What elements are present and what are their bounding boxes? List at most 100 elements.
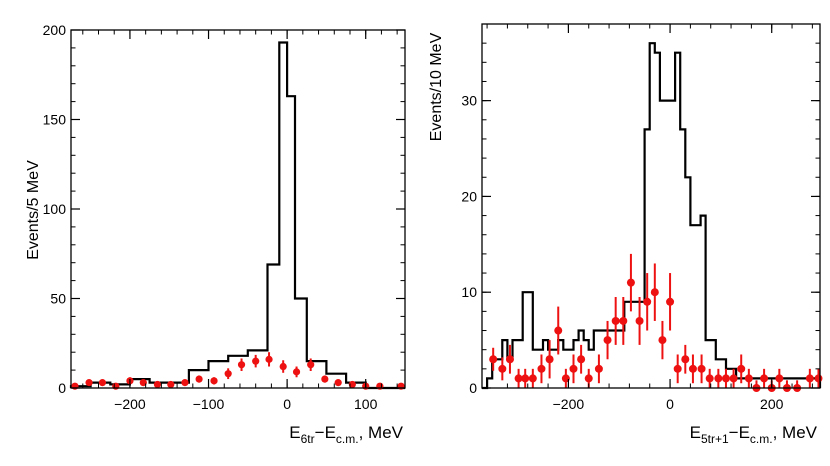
right-histogram-bin (716, 359, 726, 388)
right-data-point (545, 340, 554, 379)
right-data-point (752, 380, 761, 392)
left-data-point (98, 379, 107, 387)
right-data-point (650, 263, 659, 321)
left-data-point (210, 377, 218, 385)
right-data-point (744, 368, 753, 388)
right-data-point (643, 273, 652, 331)
right-data-marker (569, 364, 578, 373)
left-data-marker (181, 379, 189, 387)
right-data-marker (760, 374, 769, 383)
right-data-marker (514, 374, 523, 383)
left-data-point (195, 375, 203, 383)
left-x-axis-label: E6tr−Ec.m., MeV (289, 423, 403, 446)
right-data-marker (554, 326, 563, 335)
right-data-points (489, 253, 823, 392)
right-data-point (635, 297, 644, 345)
left-y-tick-label: 200 (43, 22, 67, 38)
right-data-marker (697, 364, 706, 373)
right-data-point (528, 368, 537, 388)
right-data-point (514, 368, 523, 388)
right-axis-ticks: −200 0 200 0 10 20 30 (461, 23, 820, 412)
right-data-marker (643, 297, 652, 306)
left-axis-ticks: −200 −100 0 100 0 50 100 150 200 (43, 22, 405, 412)
right-data-point (594, 354, 603, 384)
left-data-marker (376, 382, 384, 390)
left-histogram-bin (287, 96, 295, 388)
right-data-marker (619, 316, 628, 325)
right-data-point (489, 347, 498, 371)
left-x-tick-label: −200 (114, 396, 146, 412)
right-data-marker (688, 364, 697, 373)
left-y-tick-label: 150 (43, 112, 67, 128)
right-data-point (619, 297, 628, 345)
left-data-point (292, 366, 301, 378)
right-data-marker (537, 364, 546, 373)
left-data-marker (167, 380, 175, 389)
left-simulation-histogram (69, 41, 405, 390)
left-data-marker (252, 357, 260, 365)
right-data-point (760, 368, 769, 388)
left-data-point (71, 382, 79, 390)
right-data-marker (594, 364, 603, 373)
right-data-point (505, 344, 514, 374)
right-data-point (814, 368, 823, 388)
left-data-point (224, 368, 232, 380)
right-data-point (666, 273, 675, 331)
left-data-marker (397, 382, 405, 390)
left-data-marker (224, 370, 232, 378)
left-data-point (348, 380, 356, 389)
right-data-marker (658, 336, 667, 345)
right-data-point (603, 320, 612, 360)
right-data-marker (814, 374, 823, 383)
left-data-marker (292, 368, 301, 376)
right-data-point (577, 344, 586, 374)
right-plot-frame (481, 23, 821, 389)
left-y-tick-label: 100 (43, 201, 67, 217)
left-x-tick-label: 100 (354, 396, 378, 412)
right-data-marker (498, 364, 507, 373)
right-y-axis-label: Events/10 MeV (428, 32, 445, 141)
left-data-point (237, 358, 246, 371)
right-data-marker (721, 374, 730, 383)
left-histogram-outline (69, 41, 405, 390)
right-data-point (611, 297, 620, 345)
left-data-marker (265, 355, 273, 363)
right-simulation-histogram (482, 42, 822, 390)
left-data-marker (334, 379, 342, 387)
right-data-point (498, 357, 507, 381)
right-data-marker (489, 355, 498, 364)
right-histogram-outline (482, 42, 822, 390)
right-data-marker (775, 374, 784, 383)
right-data-marker (505, 355, 514, 364)
right-data-point (681, 344, 690, 374)
right-data-point (705, 368, 714, 388)
right-data-point (554, 306, 563, 355)
right-data-point (775, 368, 784, 388)
right-x-tick-label: 0 (666, 396, 674, 412)
left-data-point (167, 380, 175, 389)
left-data-marker (279, 362, 287, 371)
left-data-point (376, 382, 384, 390)
left-data-marker (85, 379, 93, 387)
right-data-point (714, 368, 723, 388)
right-data-point (805, 368, 814, 388)
right-data-marker (729, 374, 738, 383)
left-data-marker (98, 379, 107, 387)
right-data-marker (626, 278, 635, 287)
right-data-marker (603, 336, 612, 345)
right-data-marker (584, 374, 593, 383)
left-histogram-bin (267, 264, 279, 388)
left-data-point (112, 382, 120, 390)
right-data-point (521, 368, 530, 388)
right-data-marker (611, 316, 620, 325)
left-y-tick-label: 50 (50, 291, 66, 307)
right-data-marker (714, 374, 723, 383)
left-y-tick-label: 0 (58, 380, 66, 396)
left-data-marker (195, 375, 203, 383)
right-data-point (782, 380, 791, 392)
left-histogram-bin (248, 350, 268, 388)
left-panel: −200 −100 0 100 0 50 100 150 200 Events/5 MeV E6… (25, 22, 406, 446)
right-data-point (673, 354, 682, 384)
right-data-point (626, 253, 635, 312)
right-histogram-bin (695, 225, 700, 388)
